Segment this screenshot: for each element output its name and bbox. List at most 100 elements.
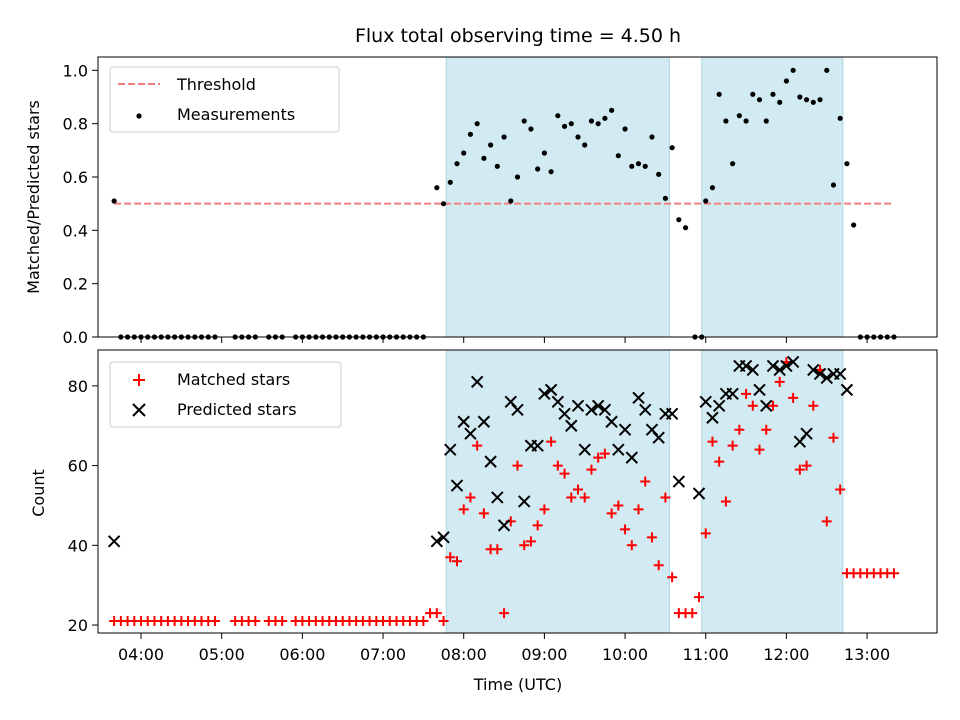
measurement-point bbox=[830, 182, 837, 188]
predicted-star-point bbox=[692, 487, 706, 500]
measurement-point bbox=[797, 94, 803, 100]
matched-star-point bbox=[566, 492, 577, 503]
predicted-star-point bbox=[571, 399, 585, 413]
y-tick-label: 0.0 bbox=[63, 328, 88, 347]
predicted-star-point bbox=[780, 359, 793, 373]
predicted-star-point bbox=[840, 383, 854, 397]
matched-star-point bbox=[694, 592, 705, 603]
chart-title: Flux total observing time = 4.50 h bbox=[355, 25, 681, 47]
matched-star-point bbox=[458, 504, 469, 515]
measurement-point bbox=[709, 185, 716, 191]
predicted-star-point bbox=[484, 455, 497, 468]
measurement-point bbox=[447, 179, 453, 185]
measurement-point bbox=[756, 97, 763, 103]
measurement-point bbox=[837, 115, 843, 121]
predicted-star-point bbox=[585, 403, 598, 416]
predicted-star-point bbox=[712, 399, 726, 413]
matched-star-point bbox=[774, 376, 785, 387]
predicted-star-point bbox=[672, 475, 686, 488]
bottom-x-ticks: 04:00 05:00 06:00 07:00 08:00 09:00 10:00 11:00… bbox=[118, 633, 890, 664]
x-tick-label: 08:00 bbox=[441, 645, 487, 664]
measurement-point bbox=[810, 99, 816, 105]
measurement-point bbox=[615, 153, 621, 159]
top-panel: 0.0 0.2 0.4 0.6 0.8 1.0 Matched/Predicted sta… bbox=[24, 56, 938, 347]
matched-star-point bbox=[714, 456, 725, 467]
measurement-point bbox=[609, 107, 615, 113]
x-tick-label: 07:00 bbox=[360, 645, 406, 664]
measurement-point bbox=[716, 91, 722, 97]
bottom-panel: 20 40 60 80 04:00 05:00 06:00 07:00 08:00 09:00 1… bbox=[29, 349, 938, 694]
measurement-point bbox=[777, 99, 783, 105]
predicted-star-point bbox=[699, 395, 712, 409]
measurement-point bbox=[662, 195, 669, 201]
matched-star-point bbox=[209, 616, 220, 627]
matched-star-point bbox=[754, 444, 765, 455]
x-tick-label: 04:00 bbox=[118, 645, 164, 664]
measurement-point bbox=[803, 97, 810, 103]
predicted-star-point bbox=[491, 491, 504, 504]
matched-star-point bbox=[794, 464, 805, 475]
matched-star-point bbox=[579, 492, 590, 503]
matched-star-point bbox=[613, 500, 624, 511]
matched-star-point bbox=[546, 436, 557, 447]
predicted-star-point bbox=[470, 375, 484, 389]
predicted-star-point bbox=[457, 415, 470, 428]
matched-star-point bbox=[646, 532, 657, 543]
measurement-point bbox=[736, 113, 742, 119]
measurement-point bbox=[730, 161, 736, 167]
measurement-point bbox=[595, 121, 601, 127]
matched-star-point bbox=[808, 400, 819, 411]
predicted-star-point bbox=[820, 371, 833, 385]
predicted-star-point bbox=[450, 479, 464, 492]
measurement-point bbox=[568, 121, 574, 127]
predicted-star-point bbox=[753, 383, 766, 397]
measurement-point bbox=[588, 118, 595, 124]
predicted-star-point bbox=[511, 403, 524, 416]
measurement-point bbox=[582, 142, 588, 148]
legend-matched-label: Matched stars bbox=[177, 370, 290, 389]
predicted-star-point bbox=[739, 359, 753, 373]
predicted-star-point bbox=[497, 519, 511, 532]
legend-predicted-swatch bbox=[132, 403, 146, 417]
measurement-point bbox=[474, 121, 480, 127]
predicted-star-point bbox=[578, 443, 591, 456]
matched-star-point bbox=[472, 440, 483, 451]
predicted-star-point bbox=[800, 427, 813, 440]
matched-star-point bbox=[499, 608, 510, 619]
measurement-point bbox=[723, 118, 729, 124]
predicted-star-point bbox=[464, 427, 477, 440]
measurement-point bbox=[461, 150, 467, 156]
measurement-point bbox=[656, 171, 662, 177]
matched-star-point bbox=[431, 608, 442, 619]
predicted-star-point bbox=[518, 495, 531, 508]
measurement-point bbox=[770, 91, 776, 97]
top-x-ticks bbox=[140, 337, 868, 343]
y-tick-label: 60 bbox=[68, 457, 88, 476]
y-tick-label: 1.0 bbox=[63, 61, 88, 80]
shaded-interval bbox=[445, 349, 670, 634]
predicted-star-point bbox=[632, 391, 645, 405]
measurement-point bbox=[649, 134, 655, 140]
matched-star-point bbox=[741, 388, 752, 399]
measurement-point bbox=[750, 91, 756, 97]
matched-star-point bbox=[700, 528, 711, 539]
predicted-star-point bbox=[477, 415, 491, 428]
predicted-star-point bbox=[565, 419, 578, 432]
matched-star-point bbox=[835, 484, 846, 495]
measurement-point bbox=[535, 166, 541, 172]
matched-star-point bbox=[418, 616, 429, 627]
measurement-point bbox=[790, 67, 796, 73]
measurement-point bbox=[669, 145, 675, 151]
x-tick-label: 06:00 bbox=[279, 645, 325, 664]
matched-star-point bbox=[599, 448, 610, 459]
predicted-star-point bbox=[437, 531, 450, 544]
measurement-point bbox=[514, 174, 521, 180]
predicted-star-point bbox=[551, 395, 565, 409]
matched-star-point bbox=[653, 560, 664, 571]
top-legend-box bbox=[109, 66, 340, 133]
shaded-interval bbox=[445, 56, 670, 338]
top-legend: Threshold Measurements bbox=[109, 66, 340, 133]
y-tick-label: 0.6 bbox=[63, 168, 88, 187]
predicted-star-point bbox=[591, 399, 605, 413]
